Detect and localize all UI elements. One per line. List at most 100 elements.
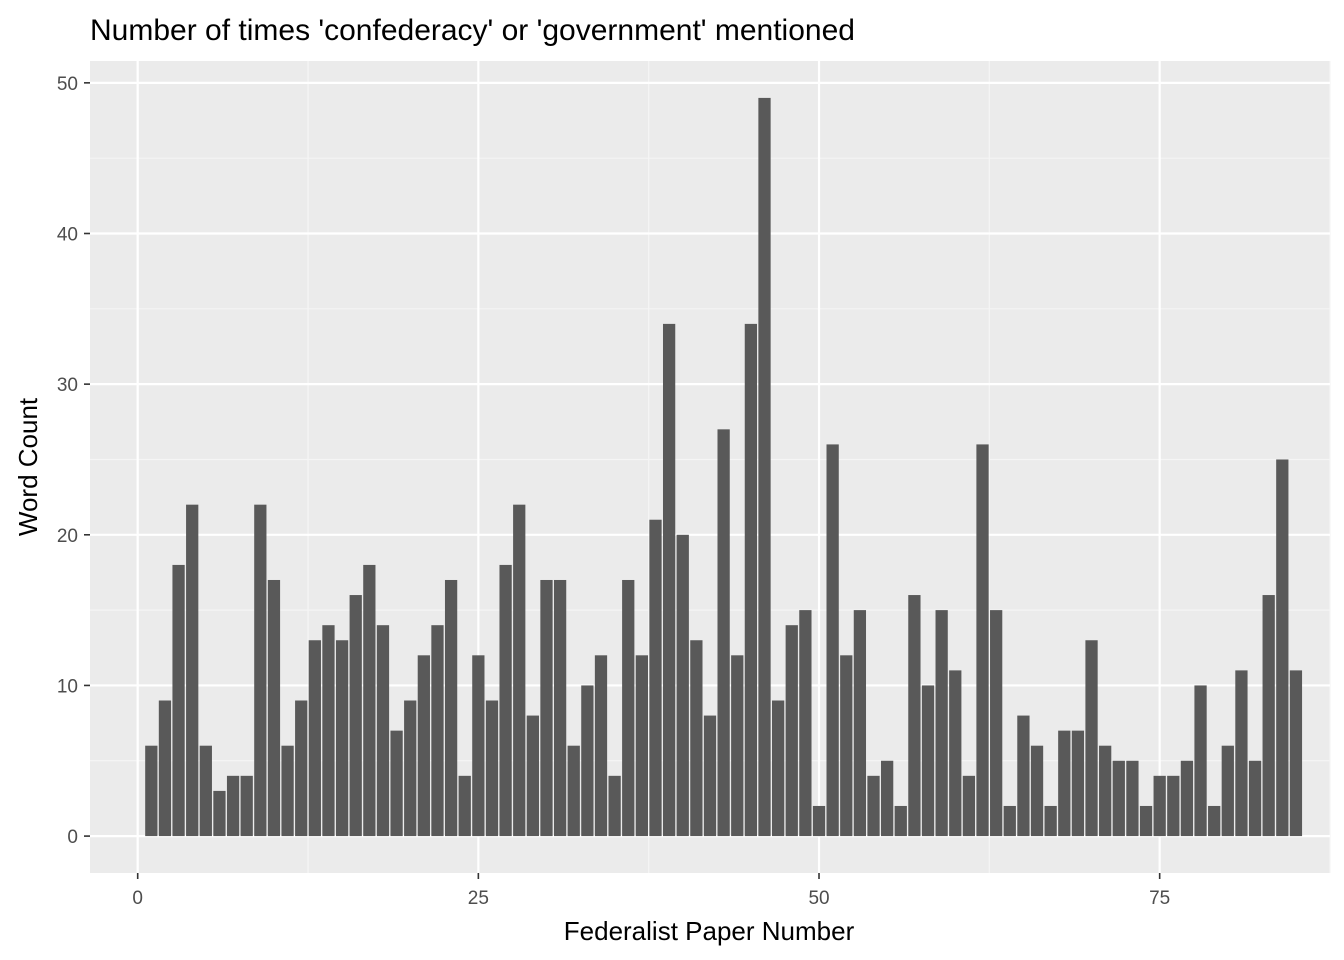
bar [949, 670, 962, 837]
bar [894, 805, 907, 837]
chart-title: Number of times 'confederacy' or 'govern… [90, 14, 855, 47]
bar [499, 564, 512, 837]
y-axis: 0 10 20 30 40 50 [57, 74, 90, 848]
bar [553, 579, 567, 837]
bar [567, 745, 580, 837]
bar [717, 429, 730, 837]
bar [526, 715, 539, 837]
bars [145, 97, 1303, 837]
bar [199, 745, 212, 837]
bar [1180, 760, 1194, 837]
bar [1235, 670, 1248, 837]
bar [349, 595, 362, 837]
bar [390, 730, 403, 837]
bar [840, 655, 853, 837]
bar [690, 640, 703, 837]
bar [1003, 805, 1016, 837]
bar [662, 323, 676, 837]
bar [1194, 685, 1207, 837]
x-tick-label: 0 [132, 888, 143, 909]
bar [1085, 640, 1098, 837]
bar [908, 595, 921, 837]
bar [281, 745, 294, 837]
bar [881, 760, 894, 837]
bar [404, 700, 417, 837]
x-tick-label: 75 [1149, 888, 1170, 909]
bar [1058, 730, 1071, 837]
bar [513, 504, 526, 837]
bar [472, 655, 485, 837]
bar [731, 655, 744, 837]
bar [1289, 670, 1303, 837]
bar [1017, 715, 1030, 837]
bar [1153, 775, 1166, 837]
bar [758, 97, 771, 837]
bar [635, 655, 648, 837]
bar [213, 790, 226, 837]
grid-minor [90, 61, 1331, 873]
y-tick-label: 40 [57, 224, 78, 245]
bar [976, 444, 989, 837]
x-tick-label: 50 [808, 888, 829, 909]
bar [608, 775, 621, 837]
bar [594, 655, 608, 837]
bar [376, 625, 390, 837]
x-axis-title: Federalist Paper Number [564, 916, 855, 946]
bar [649, 519, 662, 837]
bar [172, 564, 185, 837]
bar [1167, 775, 1180, 837]
bar [335, 640, 349, 837]
bar [1276, 459, 1289, 837]
bar [676, 534, 689, 837]
bar [186, 504, 199, 837]
bar [1221, 745, 1234, 837]
bar [581, 685, 594, 837]
bar [703, 715, 717, 837]
bar [744, 323, 758, 837]
bar [990, 610, 1003, 837]
bar [322, 625, 335, 837]
bar [853, 610, 867, 837]
bar [772, 700, 785, 837]
bar [622, 579, 635, 837]
bar [1208, 805, 1221, 837]
bar [1044, 805, 1057, 837]
bar [158, 700, 172, 837]
bar [431, 625, 444, 837]
bar [935, 610, 948, 837]
bar [826, 444, 839, 837]
bar [267, 579, 281, 837]
y-tick-label: 10 [57, 676, 78, 697]
bar [540, 579, 553, 837]
y-tick-label: 0 [67, 827, 78, 848]
bar [254, 504, 267, 837]
bar [240, 775, 253, 837]
bar [1248, 760, 1262, 837]
bar [458, 775, 471, 837]
bar [799, 610, 812, 837]
bar [1099, 745, 1112, 837]
bar [812, 805, 826, 837]
bar [867, 775, 880, 837]
bar [417, 655, 430, 837]
x-tick-label: 25 [468, 888, 489, 909]
y-tick-label: 50 [57, 74, 78, 95]
bar [363, 564, 376, 837]
bar [1071, 730, 1085, 837]
bar [444, 579, 458, 837]
bar [921, 685, 935, 837]
bar [145, 745, 158, 837]
bar [1030, 745, 1044, 837]
y-axis-title: Word Count [13, 397, 43, 536]
x-axis: 0 25 50 75 [132, 873, 1170, 909]
bar [1139, 805, 1153, 837]
bar [226, 775, 240, 837]
bar [308, 640, 321, 837]
y-tick-label: 20 [57, 526, 78, 547]
bar [785, 625, 798, 837]
bar [962, 775, 976, 837]
bar [1126, 760, 1139, 837]
bar [485, 700, 499, 837]
bar [1112, 760, 1125, 837]
